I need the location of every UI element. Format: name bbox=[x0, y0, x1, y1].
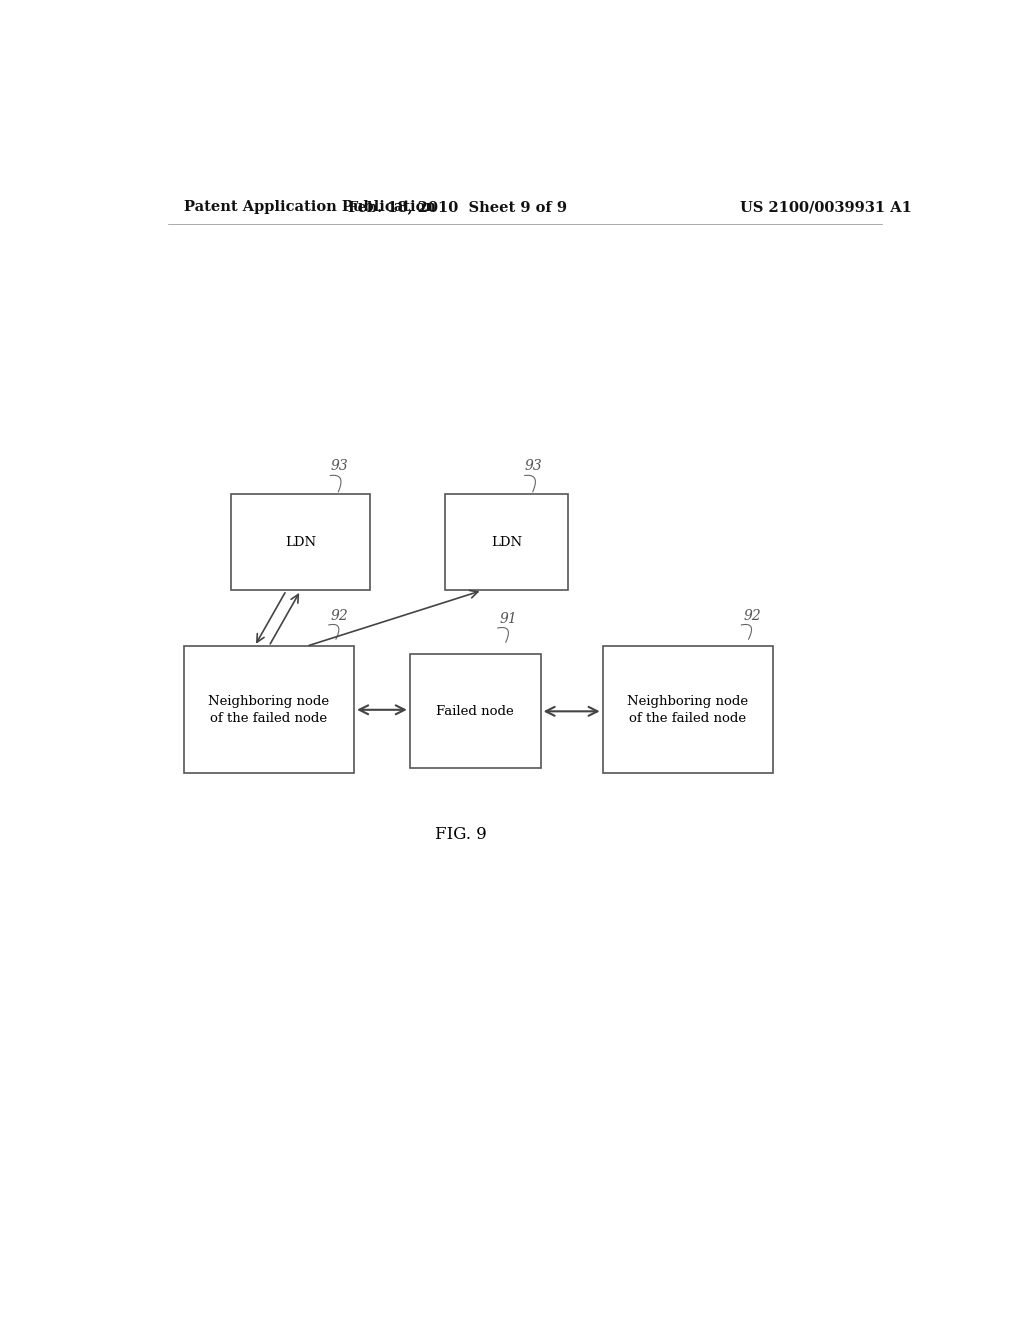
Text: LDN: LDN bbox=[285, 536, 316, 549]
FancyBboxPatch shape bbox=[231, 494, 370, 590]
Text: 92: 92 bbox=[331, 609, 348, 623]
Text: Failed node: Failed node bbox=[436, 705, 514, 718]
FancyBboxPatch shape bbox=[602, 647, 773, 774]
FancyBboxPatch shape bbox=[410, 655, 541, 768]
Text: 93: 93 bbox=[331, 459, 348, 474]
FancyBboxPatch shape bbox=[445, 494, 568, 590]
Text: Neighboring node
of the failed node: Neighboring node of the failed node bbox=[208, 694, 330, 725]
Text: Neighboring node
of the failed node: Neighboring node of the failed node bbox=[628, 694, 749, 725]
Text: 93: 93 bbox=[524, 459, 543, 474]
Text: 92: 92 bbox=[743, 609, 761, 623]
Text: 91: 91 bbox=[500, 612, 517, 626]
FancyBboxPatch shape bbox=[183, 647, 354, 774]
Text: US 2100/0039931 A1: US 2100/0039931 A1 bbox=[740, 201, 912, 214]
Text: Feb. 18, 2010  Sheet 9 of 9: Feb. 18, 2010 Sheet 9 of 9 bbox=[348, 201, 567, 214]
Text: FIG. 9: FIG. 9 bbox=[435, 826, 487, 842]
Text: Patent Application Publication: Patent Application Publication bbox=[183, 201, 435, 214]
Text: LDN: LDN bbox=[492, 536, 522, 549]
